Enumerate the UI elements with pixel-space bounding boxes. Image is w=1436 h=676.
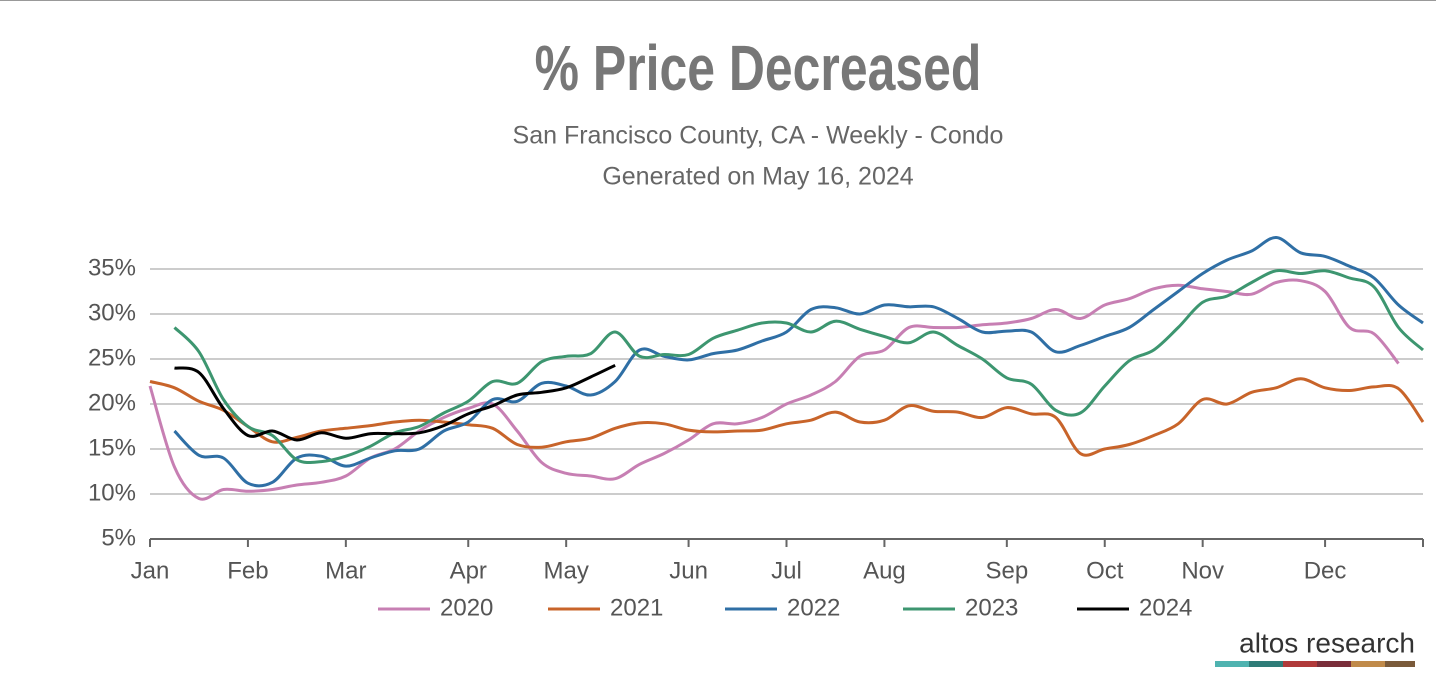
generated-date: Generated on May 16, 2024: [602, 163, 913, 191]
x-tick-label: May: [544, 557, 589, 584]
x-tick-label: Mar: [325, 557, 366, 584]
legend-label: 2022: [787, 594, 840, 621]
x-tick-label: Oct: [1086, 557, 1124, 584]
y-tick-label: 20%: [88, 389, 136, 416]
line-series: [173, 236, 1424, 488]
y-tick-label: 5%: [101, 524, 136, 551]
x-tick-label: Aug: [863, 557, 906, 584]
x-tick-label: Dec: [1304, 557, 1347, 584]
legend-label: 2024: [1139, 594, 1192, 621]
y-tick-label: 10%: [88, 479, 136, 506]
x-tick-label: Nov: [1181, 557, 1224, 584]
x-tick-label: Apr: [450, 557, 487, 584]
x-tick-label: Jun: [669, 557, 708, 584]
line-series: [149, 377, 1425, 457]
x-tick-label: Feb: [227, 557, 268, 584]
subtitle: San Francisco County, CA - Weekly - Cond…: [513, 122, 1004, 150]
y-tick-label: 25%: [88, 344, 136, 371]
x-tick-label: Jul: [771, 557, 802, 584]
y-tick-label: 15%: [88, 434, 136, 461]
chart-title: % Price Decreased: [535, 33, 982, 104]
brand-logo: altos research: [1239, 627, 1415, 658]
y-tick-label: 30%: [88, 299, 136, 326]
line-series: [173, 268, 1425, 465]
y-tick-label: 35%: [88, 254, 136, 281]
x-tick-label: Sep: [985, 557, 1028, 584]
legend-label: 2020: [440, 594, 493, 621]
line-series: [148, 278, 1400, 501]
legend-label: 2023: [965, 594, 1018, 621]
x-tick-label: Jan: [131, 557, 170, 584]
line-series: [174, 363, 616, 442]
brand-bar: [1215, 661, 1415, 667]
legend-label: 2021: [610, 594, 663, 621]
